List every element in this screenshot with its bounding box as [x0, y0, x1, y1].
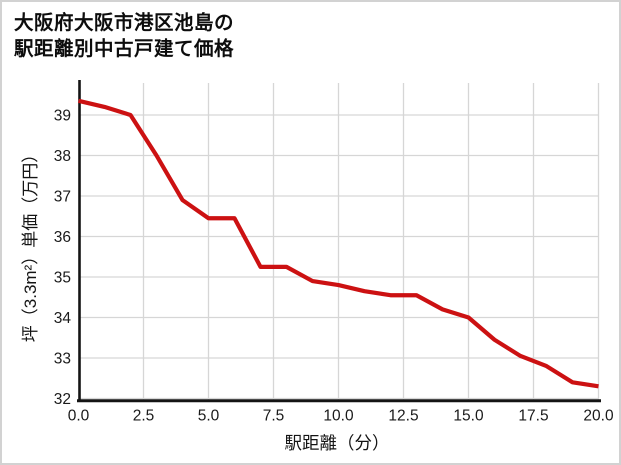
y-tick-label: 34 [54, 310, 72, 327]
x-tick-label: 12.5 [388, 408, 418, 425]
x-tick-label: 10.0 [323, 408, 354, 425]
y-axis-label: 坪（3.3m²）単価（万円） [21, 145, 40, 343]
chart-title-line1: 大阪府大阪市港区池島の [14, 12, 235, 34]
x-tick-label: 17.5 [518, 408, 548, 425]
x-axis-label: 駅距離（分） [284, 433, 390, 453]
x-tick-label: 0.0 [68, 408, 90, 425]
y-tick-label: 33 [54, 351, 71, 368]
x-tick-label: 2.5 [133, 408, 155, 425]
y-tick-label: 32 [54, 391, 71, 408]
price-line [78, 98, 599, 389]
y-tick-label: 39 [54, 108, 71, 125]
y-tick-label: 36 [54, 229, 71, 246]
x-tick-label: 5.0 [198, 408, 220, 425]
x-tick-label: 7.5 [263, 408, 285, 425]
y-tick-label: 37 [54, 189, 71, 206]
x-tick-label: 15.0 [453, 408, 484, 425]
chart-title-line2: 駅距離別中古戸建て価格 [14, 38, 235, 60]
y-tick-label: 38 [54, 148, 71, 165]
y-tick-label: 35 [54, 270, 71, 287]
chart-title: 大阪府大阪市港区池島の 駅距離別中古戸建て価格 [14, 10, 234, 62]
x-tick-label: 20.0 [583, 408, 614, 425]
